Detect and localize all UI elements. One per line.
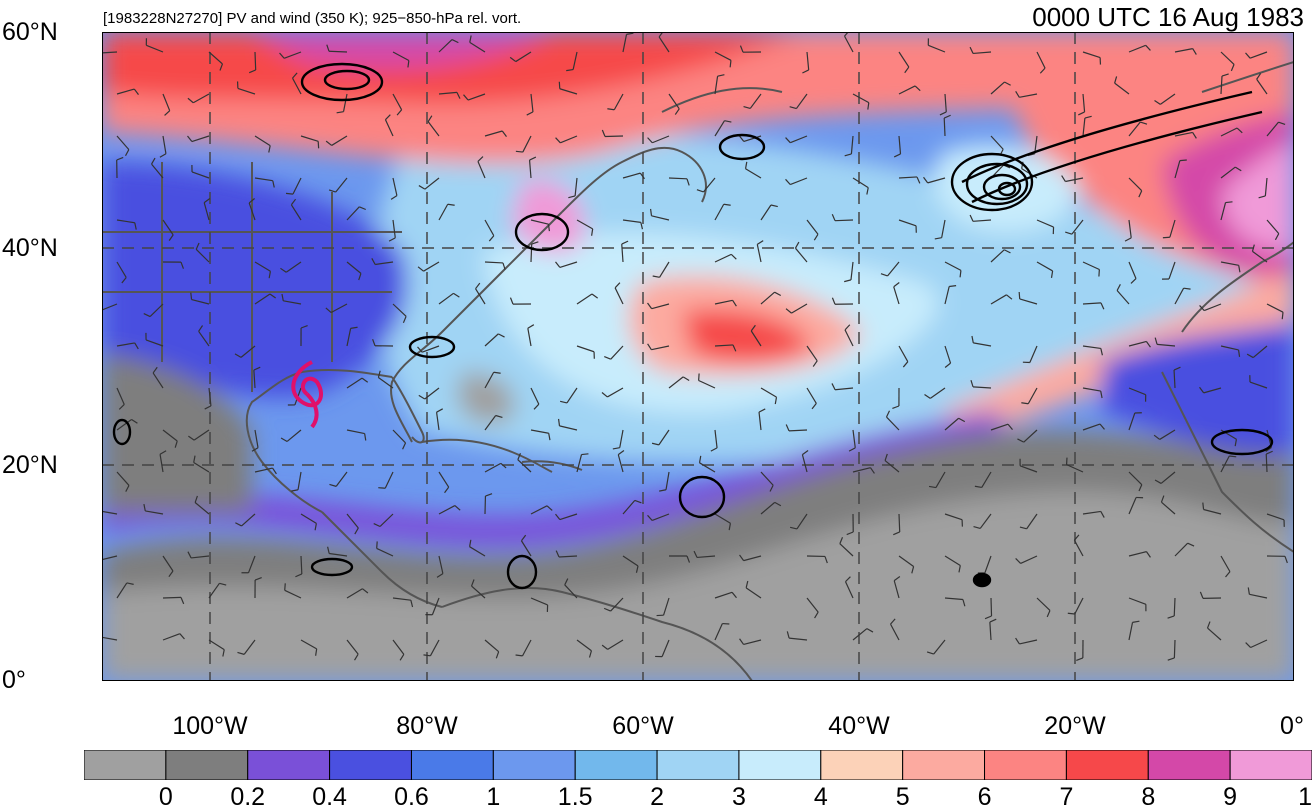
colorbar-cell <box>657 750 739 780</box>
wind-barb-feather <box>730 60 731 67</box>
colorbar-tick-label: 0.4 <box>312 783 347 812</box>
colorbar-cell <box>739 750 821 780</box>
plot-title-left: [1983228N27270] PV and wind (350 K); 925… <box>103 10 521 27</box>
colorbar-cell <box>1148 750 1230 780</box>
wind-barb <box>329 51 347 52</box>
wind-barb-feather <box>285 583 286 590</box>
lon-label-20w: 20°W <box>1044 712 1105 741</box>
wind-barb-feather <box>1180 160 1187 161</box>
colorbar-cell <box>411 750 493 780</box>
colorbar-cell <box>985 750 1067 780</box>
wind-barb <box>1266 454 1267 472</box>
wind-barb-feather <box>1019 292 1020 299</box>
wind-barb-feather <box>191 293 192 300</box>
colorbar-cell <box>1066 750 1148 780</box>
wind-barb <box>669 178 687 179</box>
colorbar-tick-label: 3 <box>732 783 746 812</box>
colorbar-tick-label: 6 <box>978 783 992 812</box>
wind-barb-feather <box>1068 613 1075 614</box>
lon-label-0: 0° <box>1280 712 1304 741</box>
wind-barb <box>163 597 181 598</box>
colorbar-cell <box>903 750 985 780</box>
colorbar-tick-label: 8 <box>1141 783 1155 812</box>
lon-label-60w: 60°W <box>612 712 673 741</box>
colorbar-tick-label: 0.6 <box>394 783 429 812</box>
colorbar-tick-label: 10 <box>1298 783 1312 812</box>
wind-barb <box>255 52 256 70</box>
wind-barb-feather <box>377 541 378 548</box>
colorbar-tick-label: 7 <box>1059 783 1073 812</box>
wind-barb-feather <box>581 454 588 455</box>
wind-barb <box>531 244 532 262</box>
colorbar-cell <box>84 750 166 780</box>
colorbar-cell <box>821 750 903 780</box>
colorbar-tick-label: 0.2 <box>230 783 265 812</box>
colorbar-tick-label: 0 <box>159 783 173 812</box>
wind-barb <box>991 598 992 616</box>
lat-label-40n: 40°N <box>2 234 58 263</box>
colorbar-tick-label: 5 <box>896 783 910 812</box>
wind-barb <box>944 118 945 136</box>
colorbar-cell <box>166 750 248 780</box>
colorbar-tick-label: 9 <box>1223 783 1237 812</box>
wind-barb-feather <box>1163 237 1170 238</box>
colorbar-tick-label: 2 <box>650 783 664 812</box>
colorbar-cell <box>330 750 412 780</box>
colorbar-tick-label: 1.5 <box>558 783 593 812</box>
wind-barb <box>1174 598 1175 616</box>
lon-label-40w: 40°W <box>828 712 889 741</box>
wind-barb <box>835 220 853 221</box>
wind-barb-feather <box>960 270 961 277</box>
pv-wind-map <box>102 32 1294 681</box>
wind-barb <box>899 514 900 532</box>
wind-barb-feather <box>516 151 523 152</box>
wind-barb-feather <box>286 193 293 194</box>
wind-barb-feather <box>1203 503 1204 510</box>
colorbar-cell <box>1230 750 1312 780</box>
lon-label-80w: 80°W <box>396 712 457 741</box>
wind-barb-feather <box>1282 312 1283 319</box>
lat-label-60n: 60°N <box>2 18 58 47</box>
plot-title-datetime: 0000 UTC 16 Aug 1983 <box>1032 2 1304 33</box>
colorbar <box>84 750 1312 780</box>
colorbar-tick-label: 4 <box>814 783 828 812</box>
colorbar-cell <box>493 750 575 780</box>
colorbar-cell <box>575 750 657 780</box>
wind-barb <box>301 556 302 574</box>
wind-barb-feather <box>1226 202 1233 203</box>
lat-label-20n: 20°N <box>2 451 58 480</box>
wind-barb-feather <box>378 488 385 489</box>
pv-field-shading <box>102 32 1294 681</box>
wind-barb-feather <box>1229 456 1236 457</box>
colorbar-cell <box>248 750 330 780</box>
lon-label-100w: 100°W <box>172 712 247 741</box>
colorbar-tick-label: 1 <box>486 783 500 812</box>
lat-label-0: 0° <box>2 666 26 695</box>
wind-barb <box>1174 640 1175 658</box>
